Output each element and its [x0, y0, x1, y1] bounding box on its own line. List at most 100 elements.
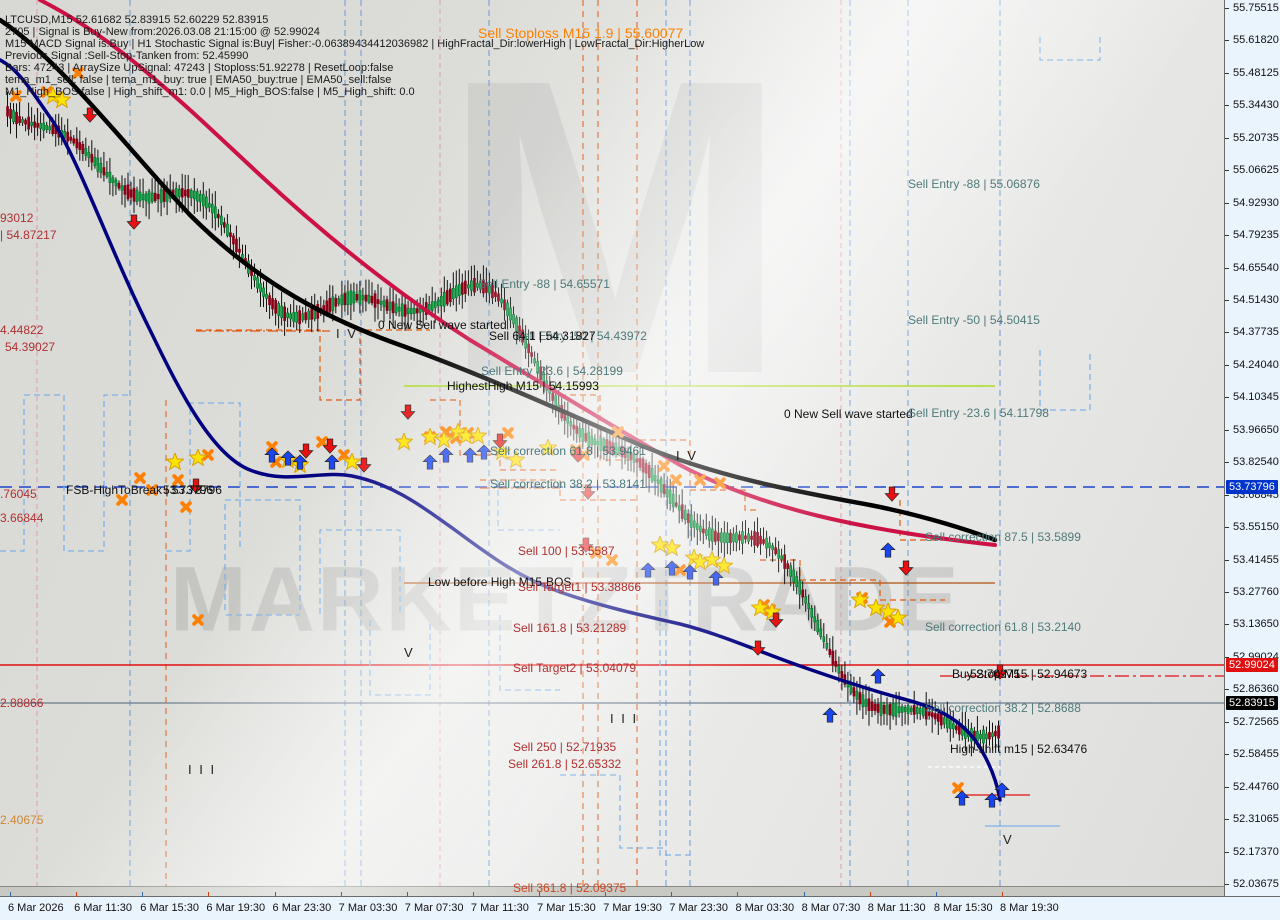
price-tick: 54.37735 — [1225, 326, 1279, 338]
chart-label: Sell Entry -23.6 | 54.11798 — [908, 406, 1049, 420]
star-icon — [867, 599, 885, 617]
chart-plot-area[interactable]: M MARKETZTRADE — [0, 0, 1225, 896]
star-icon — [663, 539, 681, 557]
arrow-up-icon — [708, 570, 724, 586]
cross-icon — [670, 474, 682, 486]
arrow-down-icon — [356, 457, 372, 473]
last-price-badge: 52.83915 — [1226, 696, 1278, 710]
cross-icon — [612, 426, 624, 438]
star-icon — [703, 551, 721, 569]
wave-marker: I V — [336, 326, 358, 341]
arrow-up-icon — [954, 790, 970, 806]
price-tick: 53.27760 — [1225, 586, 1279, 598]
arrow-down-icon — [578, 537, 594, 553]
chart-label: HighestHigh M15 | 54.15993 — [447, 379, 599, 393]
arrow-up-icon — [640, 562, 656, 578]
chart-label: 0 New Sell wave started — [378, 318, 507, 332]
time-tick-mark — [671, 892, 673, 897]
time-tick-mark — [605, 892, 607, 897]
header-line-5: tema_m1_sell: false | tema_m1_buy: true … — [5, 74, 392, 86]
time-tick-mark — [869, 892, 871, 897]
arrow-up-icon — [422, 454, 438, 470]
price-tick: 54.79235 — [1225, 229, 1279, 241]
arrow-down-icon — [82, 107, 98, 123]
time-tick: 7 Mar 19:30 — [603, 902, 662, 914]
cross-icon — [694, 474, 706, 486]
watermark-text: MARKETZTRADE — [170, 548, 961, 651]
cross-icon — [180, 501, 192, 513]
star-icon — [469, 427, 487, 445]
price-tick: 53.13650 — [1225, 618, 1279, 630]
chart-label: Sell 261.8 | 52.65332 — [508, 757, 622, 771]
time-tick: 7 Mar 03:30 — [338, 902, 398, 914]
time-tick: 8 Mar 11:30 — [867, 902, 926, 914]
star-icon — [651, 536, 669, 554]
star-icon — [715, 557, 733, 575]
wave-marker: I I I — [610, 711, 639, 726]
arrow-down-icon — [570, 447, 586, 463]
time-tick: 7 Mar 23:30 — [669, 902, 729, 914]
chart-label: Sell Entry -50 | 54.50415 — [908, 313, 1040, 327]
star-icon — [879, 603, 897, 621]
chart-label: Sell Stoploss M15 1.9 | 55.60077 — [478, 25, 684, 41]
chart-label: Sell correction 87.5 | 53.5899 — [925, 530, 1081, 544]
arrow-down-icon — [750, 640, 766, 656]
wave-marker: I V — [676, 448, 698, 463]
arrow-up-icon — [880, 542, 896, 558]
arrow-up-icon — [682, 564, 698, 580]
time-tick-mark — [803, 892, 805, 897]
header-line-2: M15 MACD Signal is:Buy | H1 Stochastic S… — [5, 38, 705, 50]
chart-label: Low before High M15-BOS — [428, 575, 572, 589]
chart-label: Sell correction 38.2 | 53.8141 — [490, 477, 646, 491]
arrow-down-icon — [298, 443, 314, 459]
cross-icon — [146, 484, 158, 496]
time-tick: 8 Mar 15:30 — [933, 902, 993, 914]
chart-label: Sell correction 61.8 | 53.9461 — [490, 444, 646, 458]
header-line-4: Bars: 47243 | ArraySize UpSignal: 47243 … — [5, 62, 394, 74]
arrow-up-icon — [664, 560, 680, 576]
time-tick: 8 Mar 19:30 — [1000, 902, 1059, 914]
time-gutter-strip — [0, 886, 1224, 896]
price-tick: 55.20735 — [1225, 132, 1279, 144]
arrow-down-icon — [400, 404, 416, 420]
cross-icon — [316, 436, 328, 448]
time-tick: 7 Mar 11:30 — [470, 902, 529, 914]
chart-label: 3.66844 — [0, 511, 44, 525]
chart-label: 53.73796 — [163, 483, 214, 497]
star-icon — [189, 449, 207, 467]
star-icon — [493, 443, 511, 461]
wave-marker: V — [1003, 832, 1014, 847]
arrow-down-icon — [126, 214, 142, 230]
time-tick-mark — [76, 892, 78, 897]
arrow-down-icon — [580, 484, 596, 500]
cross-icon — [658, 460, 670, 472]
price-tick: 54.10345 — [1225, 391, 1279, 403]
chart-label: Sell correction 61.8 | 53.2140 — [925, 620, 1081, 634]
chart-label: 4.44822 — [0, 323, 44, 337]
chart-label: Sell Target1 | 53.38866 — [518, 580, 641, 594]
price-tick: 53.96650 — [1225, 424, 1279, 436]
chart-label: Buy Stop M15 | 52.94673 — [952, 667, 1088, 681]
star-icon — [851, 591, 869, 609]
cross-icon — [606, 554, 618, 566]
chart-label: Sell 100 | 53.5587 — [518, 544, 615, 558]
time-tick-mark — [472, 892, 474, 897]
price-axis[interactable]: 55.75515 55.61820 55.48125 55.34430 55.20735… — [1224, 0, 1280, 896]
time-tick-mark — [274, 892, 276, 897]
time-tick-mark — [142, 892, 144, 897]
chart-label: 2.88866 — [0, 696, 44, 710]
chart-label: | 54.87217 — [0, 228, 57, 242]
price-tick: 54.92930 — [1225, 197, 1279, 209]
time-tick: 6 Mar 19:30 — [206, 902, 266, 914]
time-tick-mark — [10, 892, 11, 897]
cross-icon — [134, 472, 146, 484]
arrow-up-icon — [324, 454, 340, 470]
time-axis[interactable]: 6 Mar 2026 6 Mar 11:30 6 Mar 15:30 6 Mar 19… — [0, 892, 1280, 920]
chart-label: Sell correction 38.2 | 52.8688 — [925, 701, 1081, 715]
watermark-logo: M — [440, 60, 770, 462]
price-tick: 55.61820 — [1225, 34, 1279, 46]
price-tick: 53.55150 — [1225, 521, 1279, 533]
price-tick: 54.24040 — [1225, 359, 1279, 371]
time-tick-mark — [935, 892, 937, 897]
